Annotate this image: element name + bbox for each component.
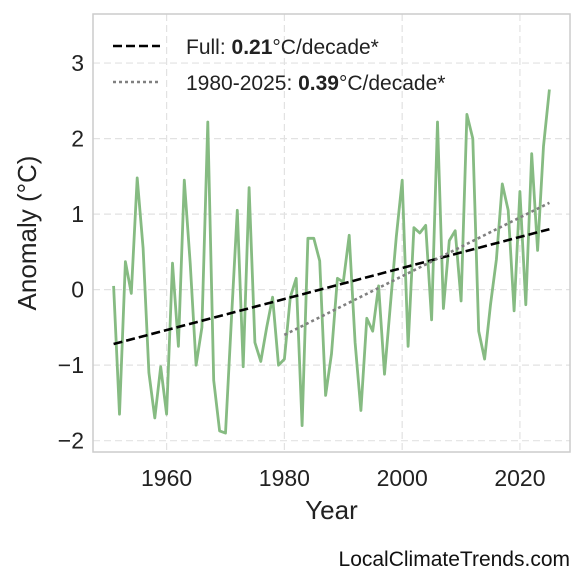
legend-entry-recent: 1980-2025: 0.39°C/decade* (186, 72, 445, 95)
x-tick-label: 1980 (259, 465, 310, 491)
legend-name-full: Full (186, 36, 220, 59)
y-tick-label: 0 (71, 277, 84, 303)
legend-unit-full: °C/decade* (272, 36, 378, 59)
grid-lines (93, 14, 570, 452)
x-axis-ticks: 1960 1980 2000 2020 (141, 465, 546, 491)
series-line-anomaly (112, 89, 551, 435)
x-tick-label: 1960 (141, 465, 192, 491)
legend: Full: 0.21°C/decade* 1980-2025: 0.39°C/d… (113, 36, 445, 95)
y-tick-label: 2 (71, 126, 84, 152)
series-layer (112, 89, 551, 435)
x-axis-label: Year (305, 495, 358, 525)
legend-entry-full: Full: 0.21°C/decade* (186, 36, 379, 59)
legend-rate-full: 0.21 (232, 36, 273, 59)
legend-rate-recent: 0.39 (298, 72, 339, 95)
trend-line-full (113, 227, 550, 346)
y-tick-label: −2 (58, 428, 84, 454)
legend-name-recent: 1980-2025 (186, 72, 286, 95)
y-tick-label: −1 (58, 352, 84, 378)
y-axis-label: Anomaly (°C) (12, 156, 42, 311)
legend-unit-recent: °C/decade* (339, 72, 445, 95)
legend-sep-full: : (220, 36, 232, 59)
y-tick-label: 3 (71, 50, 84, 76)
x-tick-label: 2000 (377, 465, 428, 491)
x-tick-label: 2020 (494, 465, 545, 491)
site-credit: LocalClimateTrends.com (338, 548, 570, 571)
trend-line-recent (283, 201, 550, 337)
plot-frame (92, 13, 571, 453)
legend-sep-recent: : (286, 72, 298, 95)
y-tick-label: 1 (71, 201, 84, 227)
y-axis-ticks: −2 −1 0 1 2 3 (58, 50, 84, 454)
